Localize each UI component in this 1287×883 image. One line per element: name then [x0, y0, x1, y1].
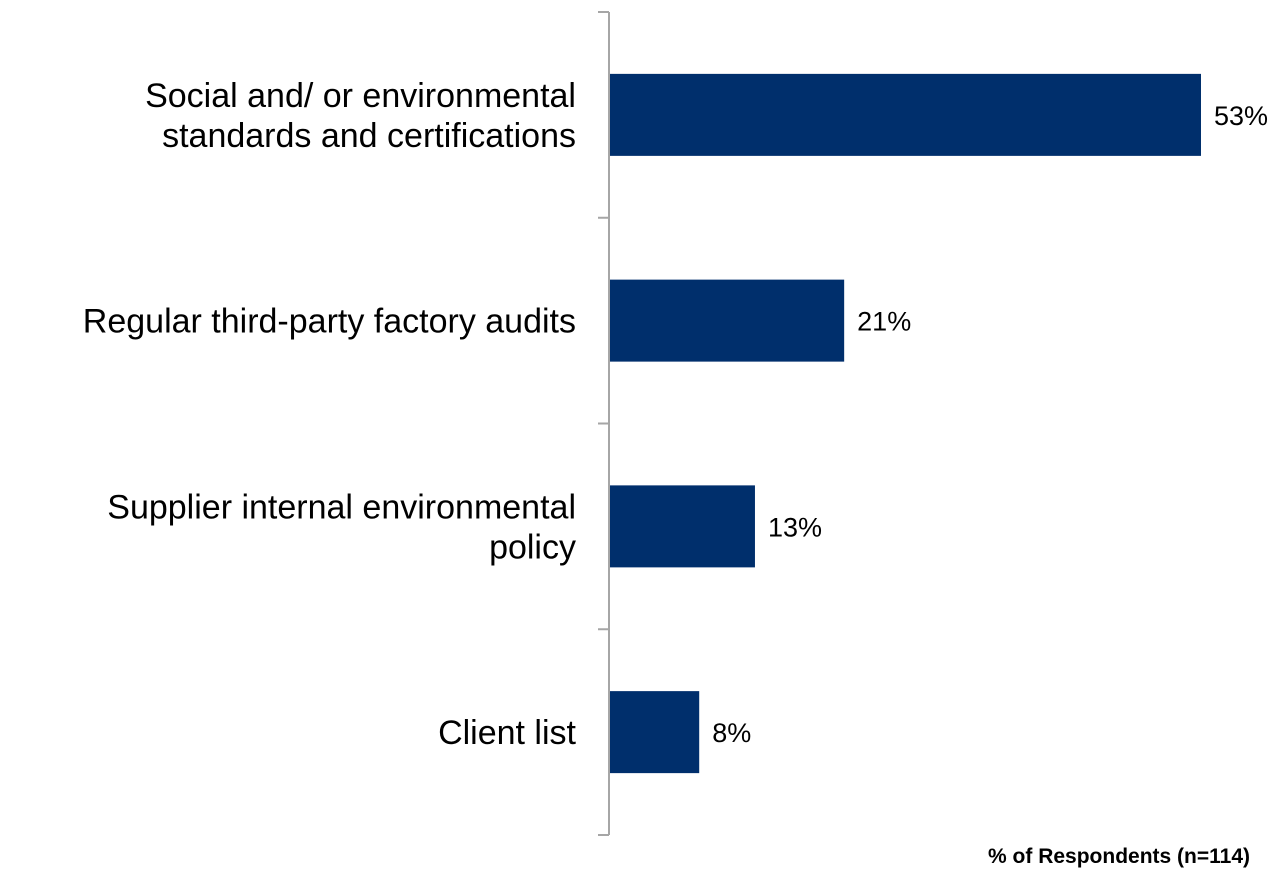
category-label: Regular third-party factory audits [83, 303, 576, 341]
bar [610, 691, 700, 774]
bar [610, 485, 755, 568]
category-label-line: Social and/ or environmental [145, 77, 576, 115]
category-label: Client list [438, 714, 576, 752]
category-label-line: policy [489, 528, 576, 566]
category-axis [598, 11, 610, 836]
data-label: 8% [712, 718, 751, 748]
category-labels: Social and/ or environmental standards an… [83, 77, 577, 752]
data-label: 53% [1214, 101, 1268, 131]
data-labels: 53% 21% 13% 8% [712, 101, 1268, 748]
category-label: Supplier internal environmental policy [107, 488, 576, 566]
bar [610, 279, 845, 362]
data-label: 21% [857, 307, 911, 337]
bars [610, 73, 1201, 774]
bar [610, 73, 1201, 156]
category-label-line: Client list [438, 714, 576, 752]
data-label: 13% [768, 512, 822, 542]
category-label-line: standards and certifications [162, 117, 576, 155]
category-label-line: Regular third-party factory audits [83, 303, 576, 341]
x-axis-title: % of Respondents (n=114) [988, 845, 1250, 868]
category-label-line: Supplier internal environmental [107, 488, 576, 526]
category-label: Social and/ or environmental standards an… [145, 77, 576, 155]
